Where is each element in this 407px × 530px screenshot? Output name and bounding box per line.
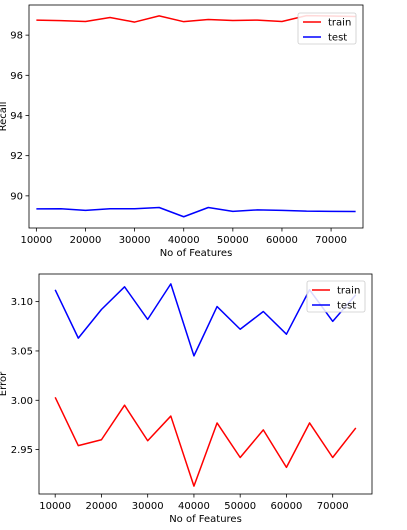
x-tick-label: 40000	[178, 501, 210, 512]
x-tick-label: 70000	[315, 235, 347, 246]
series-line-test	[36, 206, 356, 218]
x-tick-label: 50000	[224, 501, 256, 512]
x-tick-label: 70000	[317, 501, 349, 512]
legend: train test	[306, 280, 366, 313]
x-axis-label: No of Features	[160, 248, 233, 259]
y-tick-label: 90	[10, 191, 23, 202]
y-axis-label: Error	[0, 371, 9, 396]
x-tick-label: 50000	[217, 235, 249, 246]
y-tick-label: 3.00	[11, 396, 33, 407]
y-axis-label: Recall	[0, 102, 9, 132]
x-tick-label: 40000	[168, 235, 200, 246]
legend-label-test: test	[328, 33, 347, 44]
x-tick-label: 30000	[132, 501, 164, 512]
legend-label-train: train	[337, 286, 360, 297]
y-tick-label: 2.95	[11, 445, 33, 456]
x-tick-label: 60000	[271, 501, 303, 512]
x-tick-label: 10000	[39, 501, 71, 512]
y-tick-label: 94	[10, 111, 23, 122]
y-tick-label: 92	[10, 151, 23, 162]
legend-label-train: train	[328, 18, 351, 29]
error-chart: 10000 20000 30000 40000 50000 60000 70000 2.95 3…	[0, 273, 373, 525]
series-line-test	[54, 283, 357, 357]
legend-label-test: test	[337, 301, 356, 312]
recall-chart: 10000 20000 30000 40000 50000 60000 70000 90 92 9…	[0, 4, 364, 259]
plot-frame	[38, 273, 373, 495]
y-tick-label: 96	[10, 71, 23, 82]
x-axis-label: No of Features	[169, 514, 242, 525]
x-tick-label: 20000	[86, 501, 118, 512]
x-tick-label: 20000	[70, 235, 102, 246]
x-tick-label: 10000	[20, 235, 52, 246]
x-tick-label: 30000	[119, 235, 151, 246]
y-tick-label: 3.05	[11, 346, 33, 357]
x-tick-label: 60000	[266, 235, 298, 246]
plot-frame	[28, 4, 364, 229]
legend: train test	[297, 12, 357, 45]
y-tick-label: 3.10	[11, 297, 33, 308]
y-tick-label: 98	[10, 31, 23, 42]
series-line-train	[54, 396, 357, 487]
